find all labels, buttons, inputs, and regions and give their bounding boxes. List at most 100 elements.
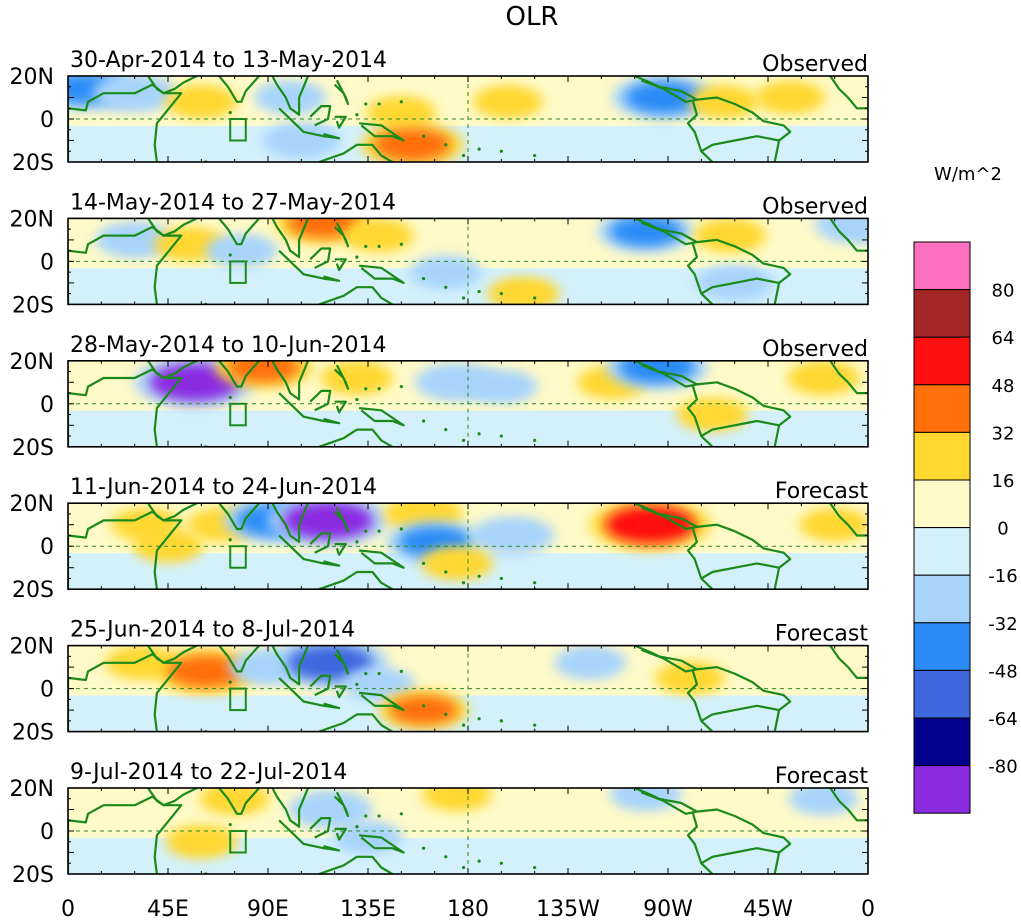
- colorbar-label: 48: [992, 376, 1015, 397]
- panel-kind: Forecast: [775, 764, 868, 789]
- y-tick-label: 20S: [12, 578, 54, 603]
- anomaly-patch: [418, 260, 473, 284]
- anomaly-patch: [764, 86, 817, 109]
- anomaly-patch: [609, 218, 682, 247]
- island: [461, 296, 466, 300]
- island: [499, 292, 503, 296]
- coastline: [68, 653, 183, 732]
- island: [228, 538, 232, 542]
- island: [228, 395, 232, 399]
- panel: 20N 0 20S 25-Jun-2014 to 8-Jul-2014 Forecast: [10, 618, 869, 746]
- coastline: [271, 76, 310, 116]
- colorbar-label: -64: [988, 709, 1017, 730]
- island: [533, 153, 537, 158]
- y-tick-label: 20N: [10, 777, 54, 802]
- anomaly-patch: [808, 513, 861, 536]
- island: [377, 814, 381, 818]
- coastline: [700, 419, 781, 447]
- x-tick-label: 0: [61, 897, 75, 920]
- anomaly-patch: [481, 90, 535, 114]
- coastline: [829, 76, 868, 110]
- colorbar-unit: W/m^2: [934, 164, 1002, 185]
- island: [444, 712, 448, 717]
- anomaly-core: [399, 137, 426, 153]
- x-tick-label: 135W: [536, 897, 600, 920]
- coastline: [829, 645, 868, 679]
- coastline: [309, 532, 332, 554]
- coastline: [303, 558, 341, 567]
- island: [421, 561, 426, 566]
- coastline: [318, 143, 393, 162]
- island: [499, 434, 503, 438]
- island: [355, 682, 359, 686]
- y-tick-label: 20S: [12, 436, 54, 461]
- y-tick-label: 20S: [12, 151, 54, 176]
- island: [364, 102, 368, 106]
- island: [377, 387, 381, 391]
- anomaly-patch: [685, 402, 740, 427]
- island: [477, 717, 481, 721]
- coastline: [271, 503, 310, 543]
- y-tick-label: 20N: [10, 207, 54, 232]
- anomaly-patch: [163, 232, 218, 256]
- coastline: [318, 855, 393, 874]
- anomaly-patch: [352, 672, 407, 696]
- anomaly-patch: [298, 796, 362, 823]
- coastline: [147, 645, 198, 664]
- island: [399, 812, 403, 816]
- anomaly-patch: [389, 695, 458, 725]
- island: [444, 285, 448, 289]
- y-tick-label: 20N: [10, 350, 54, 375]
- y-tick-label: 0: [40, 108, 54, 133]
- island: [228, 822, 232, 827]
- coastline: [147, 76, 198, 95]
- coastline: [334, 258, 347, 272]
- coastline: [334, 400, 347, 414]
- x-tick-label: 90E: [247, 897, 289, 920]
- coastline: [634, 218, 698, 246]
- island: [461, 153, 466, 158]
- colorbar-label: -16: [988, 566, 1017, 587]
- x-tick-label: 180: [447, 897, 489, 920]
- colorbar-swatch: [913, 431, 971, 481]
- colorbar-swatch: [913, 527, 971, 576]
- coastline: [218, 503, 260, 531]
- anomaly-patch: [375, 101, 428, 124]
- panel: 20N 0 20S 14-May-2014 to 27-May-2014 Observe…: [10, 190, 869, 318]
- anomaly-core: [192, 664, 220, 679]
- island: [377, 102, 381, 106]
- coastline: [358, 834, 405, 854]
- coastline: [309, 105, 332, 127]
- y-tick-label: 20S: [12, 721, 54, 746]
- anomaly-patch: [474, 375, 529, 399]
- anomaly-patch: [105, 227, 164, 253]
- coastline: [68, 510, 183, 590]
- x-tick-label: 135E: [340, 897, 396, 920]
- colorbar-swatch: [913, 574, 971, 624]
- y-tick-label: 20S: [12, 863, 54, 888]
- panel-period: 28-May-2014 to 10-Jun-2014: [70, 333, 387, 358]
- coastline: [700, 277, 781, 305]
- island: [399, 669, 403, 674]
- coastlines: [68, 76, 868, 162]
- coastline: [696, 666, 792, 711]
- coastline: [309, 389, 332, 412]
- island: [399, 385, 403, 389]
- coastline: [829, 360, 868, 395]
- island: [355, 397, 359, 402]
- coastline: [309, 817, 332, 839]
- island: [377, 529, 381, 533]
- coastline: [147, 360, 198, 380]
- coastline: [333, 222, 350, 248]
- coastline: [686, 241, 714, 305]
- coastline: [333, 79, 350, 106]
- coastline: [303, 700, 341, 710]
- coastline: [309, 674, 332, 697]
- anomaly-patch: [208, 788, 261, 810]
- colorbar-label: 64: [992, 328, 1015, 349]
- coastline: [218, 218, 260, 246]
- island: [499, 861, 503, 865]
- coastline: [147, 503, 198, 522]
- coastline: [634, 645, 698, 673]
- coastline: [358, 549, 405, 569]
